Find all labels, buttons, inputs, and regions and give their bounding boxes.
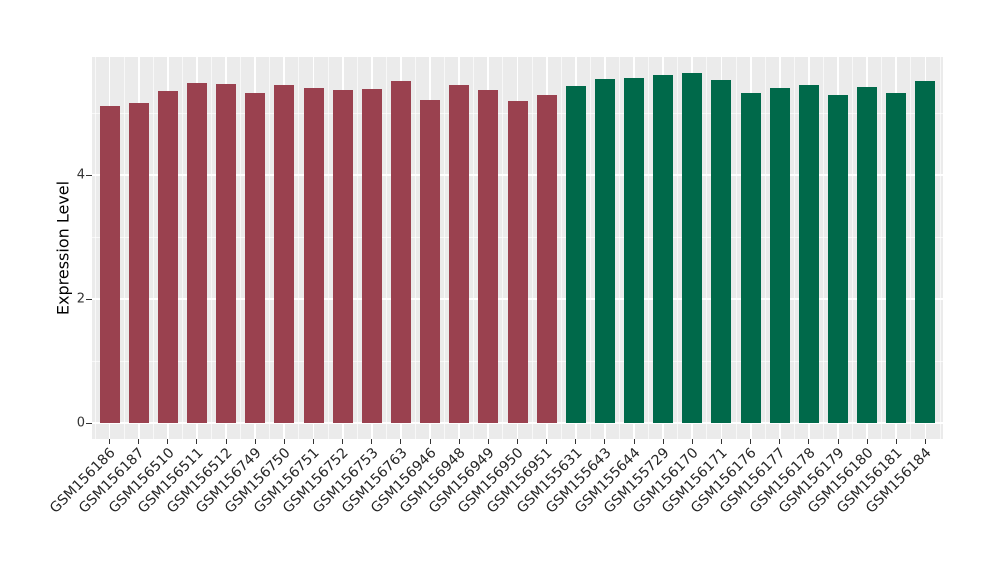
bar [390, 80, 411, 423]
bar [536, 95, 557, 423]
gridline-x-minor [939, 57, 941, 439]
x-tick-mark [779, 439, 781, 444]
gridline-x-minor [852, 57, 854, 439]
x-tick-mark [546, 439, 548, 444]
bar [565, 85, 586, 423]
bar [828, 95, 849, 423]
bar [216, 84, 237, 423]
y-tick-label: 4 [76, 167, 85, 183]
bar [128, 103, 149, 423]
x-tick-mark [342, 439, 344, 444]
x-tick-mark [750, 439, 752, 444]
y-tick-label: 2 [76, 291, 85, 307]
x-tick-mark [633, 439, 635, 444]
x-tick-mark [400, 439, 402, 444]
x-tick-mark [720, 439, 722, 444]
bar [740, 92, 761, 423]
gridline-x-minor [648, 57, 650, 439]
plot-panel [92, 57, 943, 439]
bar [798, 85, 819, 423]
bar [420, 99, 441, 423]
x-tick-mark [808, 439, 810, 444]
gridline-x-minor [123, 57, 125, 439]
x-tick-mark [895, 439, 897, 444]
x-tick-mark [167, 439, 169, 444]
x-tick-mark [283, 439, 285, 444]
bar [478, 90, 499, 423]
bar [186, 83, 207, 423]
bar [653, 75, 674, 423]
bar [915, 80, 936, 423]
gridline-x-minor [560, 57, 562, 439]
gridline-x-minor [589, 57, 591, 439]
bar [711, 80, 732, 423]
gridline-x-minor [181, 57, 183, 439]
bar [507, 100, 528, 423]
bar [245, 92, 266, 423]
x-tick-mark [458, 439, 460, 444]
y-tick-mark [86, 298, 92, 300]
bar [857, 86, 878, 423]
gridline-x-minor [706, 57, 708, 439]
gridline-x-minor [240, 57, 242, 439]
x-tick-mark [254, 439, 256, 444]
bar [449, 85, 470, 423]
bar [624, 78, 645, 423]
gridline-x-minor [211, 57, 213, 439]
bar [886, 92, 907, 423]
x-tick-mark [604, 439, 606, 444]
x-tick-mark [429, 439, 431, 444]
gridline-x-minor [764, 57, 766, 439]
gridline-x-minor [531, 57, 533, 439]
x-tick-mark [138, 439, 140, 444]
gridline-x-minor [910, 57, 912, 439]
bar [594, 78, 615, 423]
x-tick-mark [313, 439, 315, 444]
gridline-x-minor [793, 57, 795, 439]
y-tick-mark [86, 174, 92, 176]
gridline-x-minor [822, 57, 824, 439]
gridline-x-minor [269, 57, 271, 439]
x-tick-mark [196, 439, 198, 444]
gridline-x-minor [677, 57, 679, 439]
bar [361, 89, 382, 423]
x-tick-mark [691, 439, 693, 444]
x-tick-mark [866, 439, 868, 444]
y-tick-mark [86, 422, 92, 424]
gridline-x-minor [152, 57, 154, 439]
gridline-x-minor [618, 57, 620, 439]
bar [157, 91, 178, 423]
gridline-x-minor [415, 57, 417, 439]
x-tick-mark [837, 439, 839, 444]
gridline-x-minor [444, 57, 446, 439]
bar [303, 88, 324, 423]
gridline-x-minor [735, 57, 737, 439]
x-tick-mark [371, 439, 373, 444]
y-tick-label: 0 [76, 415, 85, 431]
x-tick-mark [924, 439, 926, 444]
gridline-x-minor [94, 57, 96, 439]
gridline-x-minor [881, 57, 883, 439]
gridline-x-minor [298, 57, 300, 439]
gridline-x-minor [473, 57, 475, 439]
gridline-x-minor [502, 57, 504, 439]
bar [99, 105, 120, 423]
x-tick-mark [109, 439, 111, 444]
bar [682, 73, 703, 423]
gridline-x-minor [385, 57, 387, 439]
x-tick-mark [575, 439, 577, 444]
x-tick-mark [517, 439, 518, 444]
bar [274, 85, 295, 423]
gridline-x-minor [356, 57, 358, 439]
bar [332, 90, 353, 423]
bar [769, 87, 790, 423]
x-tick-mark [487, 439, 489, 444]
x-tick-mark [225, 439, 227, 444]
x-tick-mark [662, 439, 664, 444]
gridline-x-minor [327, 57, 329, 439]
